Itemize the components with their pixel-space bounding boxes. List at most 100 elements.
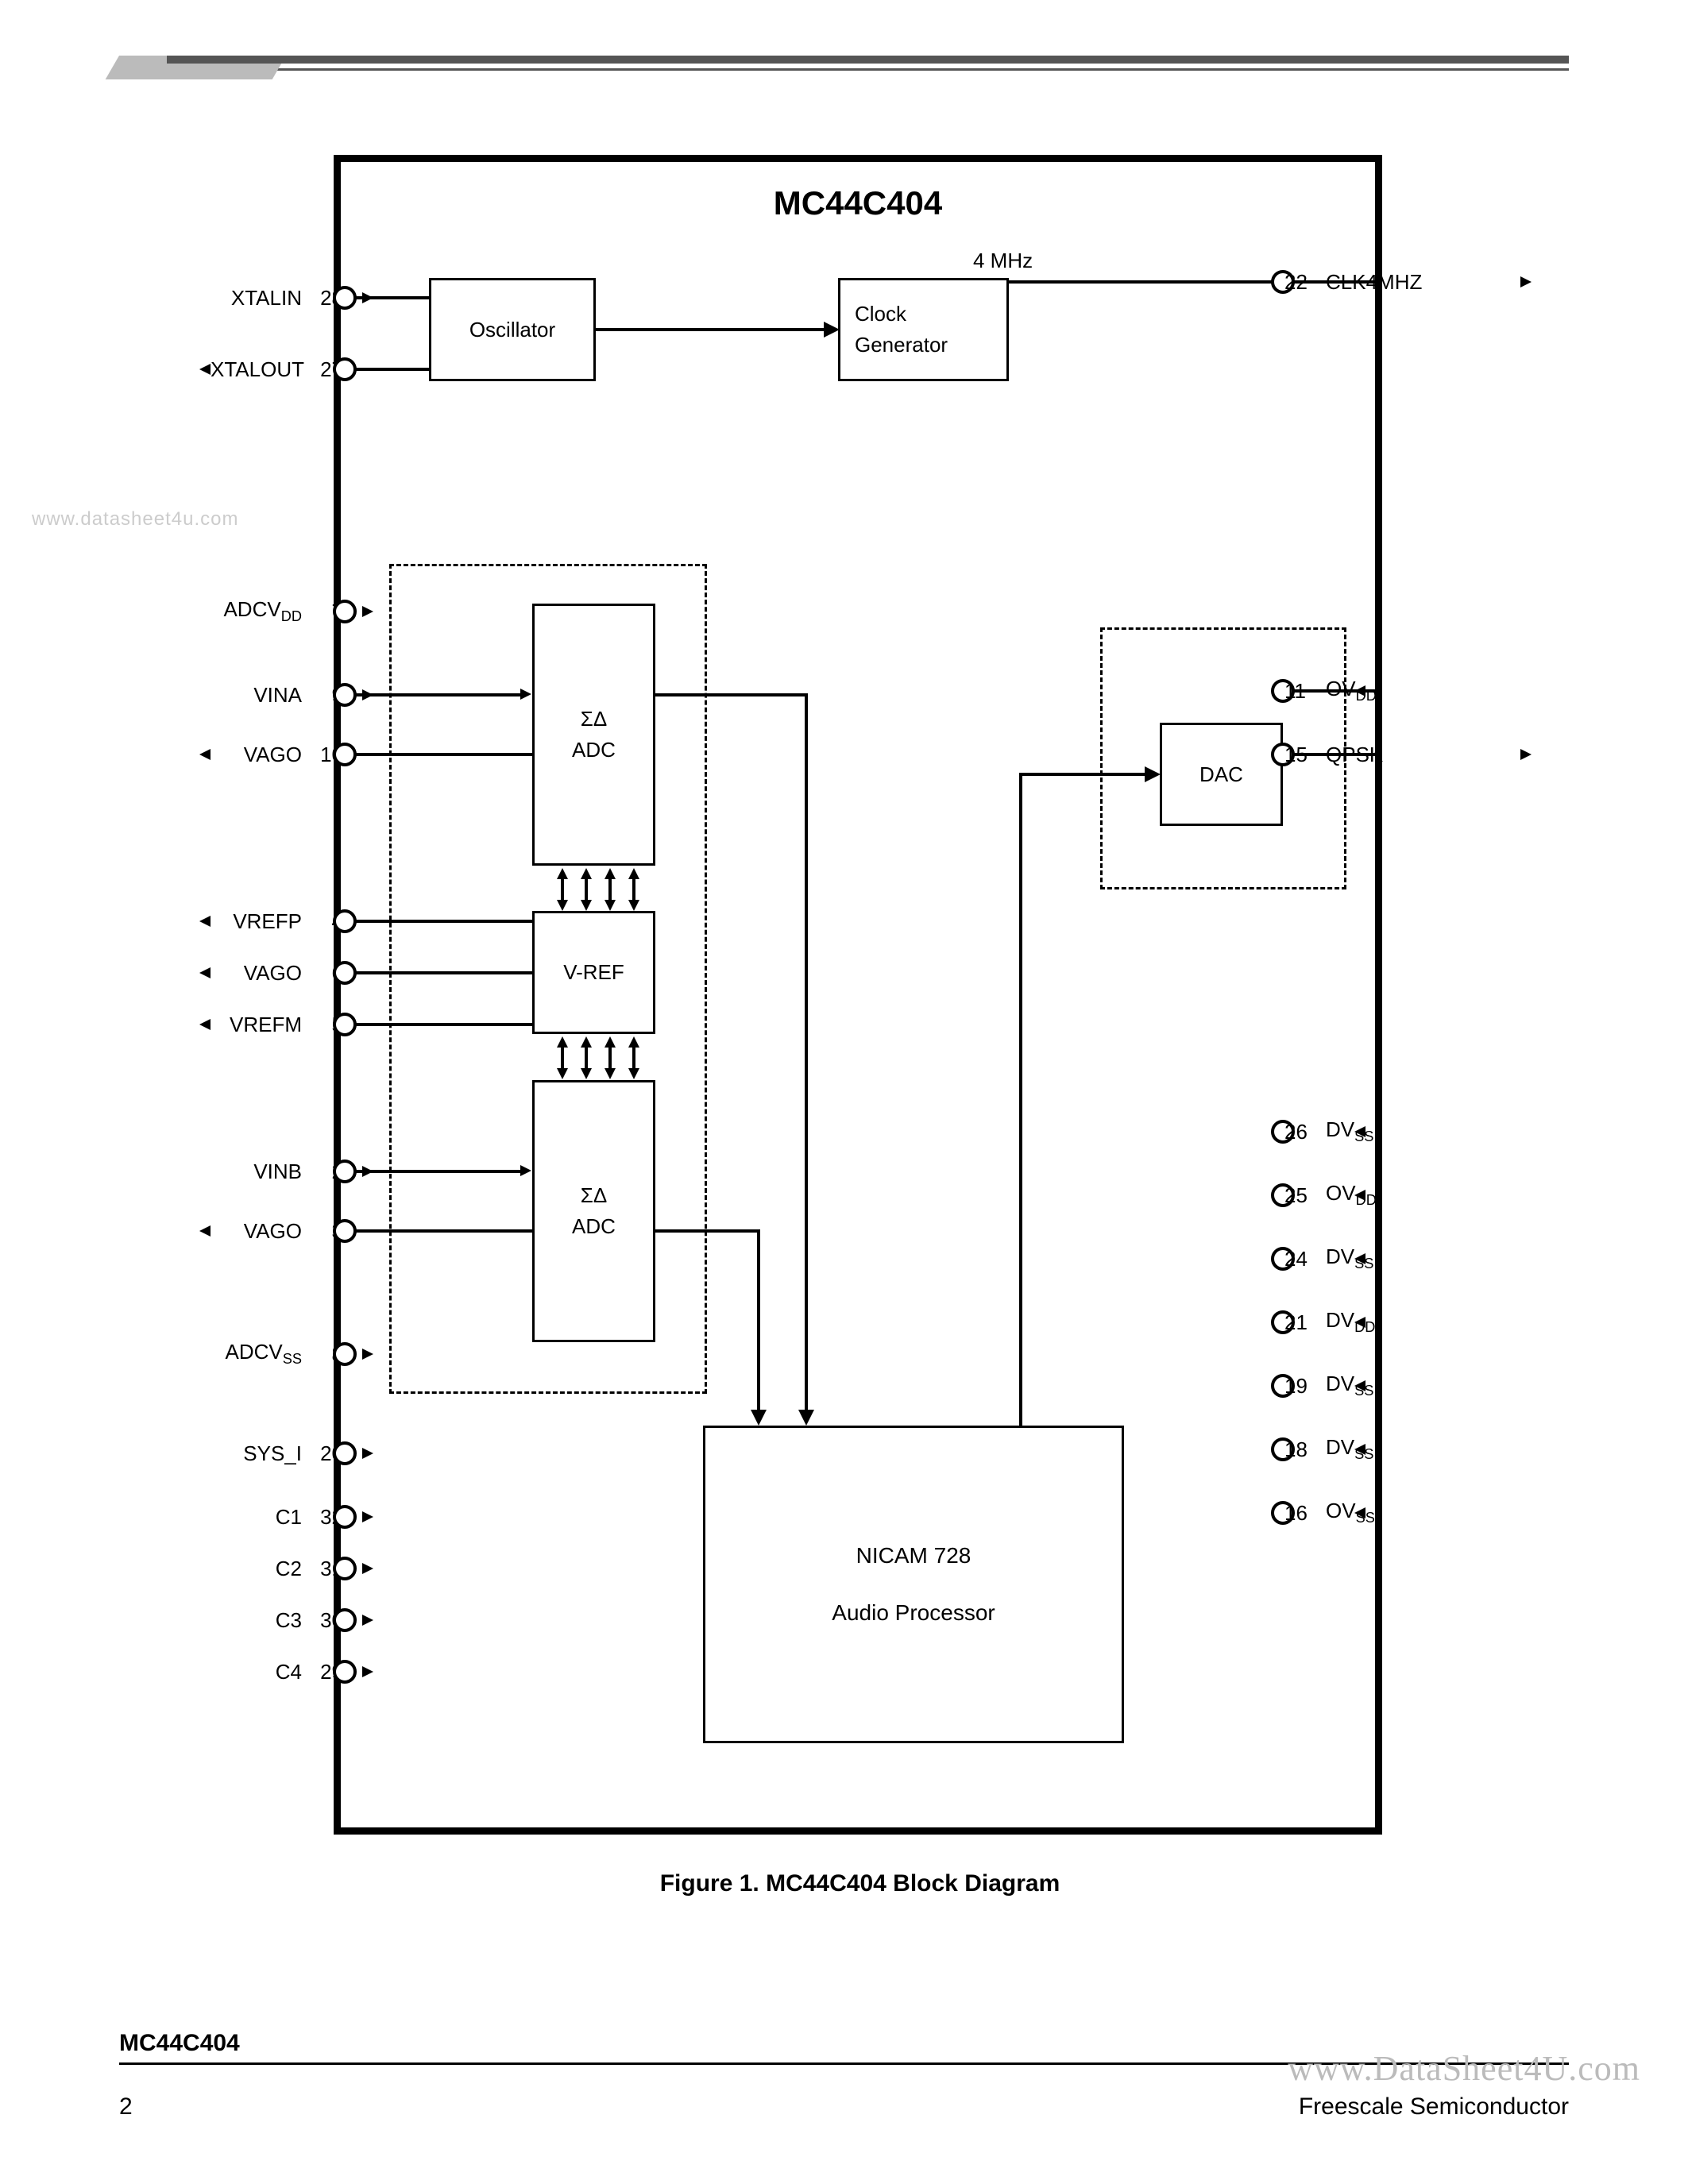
footer-company: Freescale Semiconductor	[1299, 2093, 1569, 2120]
pin-label: DVSS	[1326, 1117, 1417, 1145]
pin-ov-25: OVDD25	[1271, 1179, 1509, 1211]
pin-label: SYS_I	[211, 1441, 302, 1466]
pin-vina-9: VINA9	[211, 679, 449, 711]
adc2-l2: ADC	[572, 1211, 616, 1242]
pin-arrow-icon	[1354, 1507, 1365, 1518]
pin-arrow-icon	[362, 1349, 373, 1360]
pin-arrow-icon	[1354, 1190, 1365, 1201]
pin-number: 24	[1284, 1247, 1311, 1271]
vref-block: V-REF	[532, 911, 655, 1034]
nicam-l1: NICAM 728	[856, 1539, 971, 1572]
chip-title: MC44C404	[341, 184, 1375, 222]
pin-label: VREFM	[211, 1013, 302, 1037]
pin-circle-icon	[333, 909, 357, 933]
pin-arrow-icon	[199, 916, 211, 927]
pin-label: VAGO	[211, 743, 302, 767]
pin-label: DVSS	[1326, 1372, 1417, 1399]
pin-dv-24: DVSS 24	[1271, 1243, 1509, 1275]
oscillator-block: Oscillator	[429, 278, 596, 381]
figure-caption: Figure 1. MC44C404 Block Diagram	[211, 1870, 1509, 1897]
pin-number: 15	[1284, 743, 1311, 767]
pin-label: C3	[211, 1608, 302, 1633]
pin-label: CLK4MHZ	[1326, 270, 1417, 295]
pin-ov-11: OVDD11	[1271, 675, 1509, 707]
footer-part-number: MC44C404	[119, 2030, 240, 2057]
pin-number: 21	[1284, 1310, 1311, 1335]
pin-circle-icon	[333, 683, 357, 707]
adc1-block: ΣΔ ADC	[532, 604, 655, 866]
pin-label: XTALOUT	[211, 357, 302, 382]
pin-arrow-icon	[199, 364, 211, 375]
pin-arrow-icon	[362, 1666, 373, 1677]
pin-arrow-icon	[362, 1615, 373, 1626]
pin-label: DVDD	[1326, 1308, 1417, 1336]
pin-qpsk-15: QPSK 15	[1271, 739, 1509, 770]
freq-4mhz-label: 4 MHz	[973, 249, 1033, 273]
datasheet-page: www.datasheet4u.com MC44C404 Oscillator …	[0, 0, 1688, 2184]
watermark-top: www.datasheet4u.com	[32, 508, 238, 531]
watermark-bottom: www.DataSheet4U.com	[1288, 2048, 1640, 2089]
clockgen-l2: Generator	[855, 330, 948, 361]
pin-arrow-icon	[1354, 685, 1365, 696]
pin-ov-16: OVSS16	[1271, 1497, 1509, 1529]
pin-label: VREFP	[211, 909, 302, 934]
pin-label: VAGO	[211, 1219, 302, 1244]
pin-dv-19: DVSS 19	[1271, 1370, 1509, 1402]
pin-arrow-icon	[199, 749, 211, 760]
pin-circle-icon	[333, 1505, 357, 1529]
pin-circle-icon	[333, 1160, 357, 1183]
pin-arrow-icon	[199, 1225, 211, 1237]
pin-arrow-icon	[1354, 1380, 1365, 1391]
pin-arrow-icon	[1354, 1444, 1365, 1455]
pin-circle-icon	[333, 1660, 357, 1684]
pin-arrow-icon	[362, 1511, 373, 1522]
pin-number: 22	[1284, 270, 1311, 295]
pin-sysi-20: SYS_I20	[211, 1437, 449, 1469]
pin-circle-icon	[333, 961, 357, 985]
pin-vinb-2: VINB2	[211, 1156, 449, 1187]
pin-circle-icon	[333, 1608, 357, 1632]
pin-circle-icon	[333, 357, 357, 381]
pin-xtalout-27: XTALOUT27	[211, 353, 449, 385]
clock-generator-block: Clock Generator	[838, 278, 1009, 381]
pin-label: VINB	[211, 1160, 302, 1184]
adc1-l1: ΣΔ	[581, 704, 607, 735]
pin-label: OVDD	[1326, 677, 1417, 704]
pin-arrow-icon	[199, 1019, 211, 1030]
pin-arrow-icon	[1520, 749, 1532, 760]
dac-label: DAC	[1199, 759, 1243, 790]
pin-arrow-icon	[1354, 1126, 1365, 1137]
pin-c1-32: C132	[211, 1501, 449, 1533]
pin-label: XTALIN	[211, 286, 302, 311]
pin-number: 18	[1284, 1437, 1311, 1462]
pin-circle-icon	[333, 1342, 357, 1366]
pin-circle-icon	[333, 600, 357, 623]
pin-vago-6: VAGO6	[211, 957, 449, 989]
pin-circle-icon	[333, 286, 357, 310]
pin-circle-icon	[333, 743, 357, 766]
pin-label: C2	[211, 1557, 302, 1581]
pin-vago-3: VAGO3	[211, 1215, 449, 1247]
pin-label: QPSK	[1326, 743, 1417, 767]
adc2-l1: ΣΔ	[581, 1180, 607, 1211]
pin-arrow-icon	[362, 689, 373, 700]
pin-adcv-7: ADCVDD7	[211, 596, 449, 627]
pin-adcv-8: ADCVSS8	[211, 1338, 449, 1370]
clockgen-l1: Clock	[855, 299, 906, 330]
pin-dv-26: DVSS26	[1271, 1116, 1509, 1148]
pin-circle-icon	[333, 1219, 357, 1243]
pin-number: 19	[1284, 1374, 1311, 1399]
pin-number: 25	[1284, 1183, 1311, 1208]
pin-label: ADCVSS	[211, 1340, 302, 1368]
pin-label: OVSS	[1326, 1499, 1417, 1526]
pin-label: ADCVDD	[211, 597, 302, 625]
pin-label: C4	[211, 1660, 302, 1684]
pin-label: DVSS	[1326, 1244, 1417, 1272]
oscillator-label: Oscillator	[469, 314, 555, 345]
pin-arrow-icon	[362, 1563, 373, 1574]
pin-label: C1	[211, 1505, 302, 1530]
pin-clk4mhz-22: CLK4MHZ 22	[1271, 266, 1509, 298]
block-diagram: MC44C404 Oscillator Clock Generator ΣΔ A…	[211, 155, 1509, 1902]
vref-label: V-REF	[563, 957, 624, 988]
pin-circle-icon	[333, 1013, 357, 1036]
